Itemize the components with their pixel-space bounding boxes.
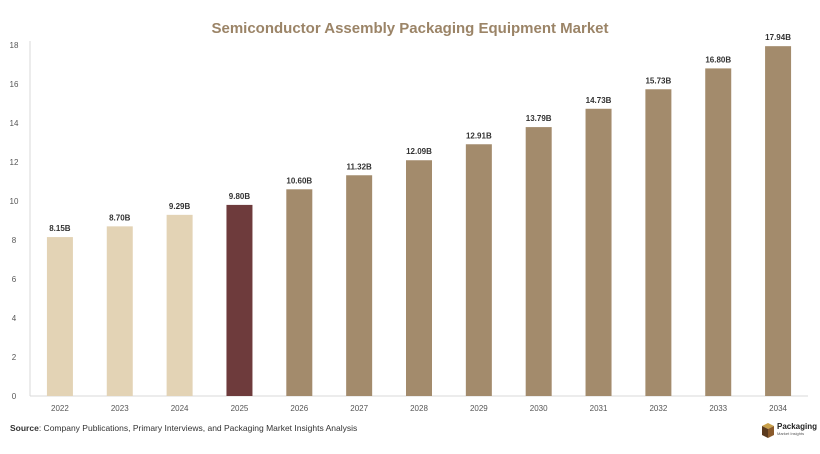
y-tick-label: 10 bbox=[10, 197, 19, 206]
y-tick-label: 0 bbox=[12, 392, 17, 401]
data-labels-group: 8.15B 8.70B 9.29B 9.80B 10.60B 11.32B 12.09B 12… bbox=[49, 33, 791, 233]
bar-2033 bbox=[705, 68, 732, 397]
source-note: Source: Company Publications, Primary In… bbox=[10, 423, 357, 433]
bar-2034 bbox=[765, 46, 792, 397]
y-tick-label: 8 bbox=[12, 236, 17, 245]
bar-2023 bbox=[106, 226, 133, 396]
brand-name: Packaging bbox=[777, 422, 818, 431]
bar-2030 bbox=[525, 127, 552, 396]
bar-2032 bbox=[645, 89, 672, 396]
bars-group bbox=[46, 46, 792, 397]
x-tick-label-2032: 2032 bbox=[649, 404, 667, 413]
x-tick-label-2023: 2023 bbox=[111, 404, 129, 413]
data-label-2022: 8.15B bbox=[49, 224, 71, 233]
x-tick-label-2025: 2025 bbox=[231, 404, 249, 413]
x-tick-label-2033: 2033 bbox=[709, 404, 727, 413]
x-tick-label-2031: 2031 bbox=[590, 404, 608, 413]
box-icon bbox=[762, 423, 774, 438]
x-tick-label-2026: 2026 bbox=[290, 404, 308, 413]
y-axis: 0 2 4 6 8 10 12 14 16 18 bbox=[10, 41, 31, 401]
bar-2026 bbox=[286, 189, 313, 396]
x-tick-label-2029: 2029 bbox=[470, 404, 488, 413]
x-tick-label-2027: 2027 bbox=[350, 404, 368, 413]
data-label-2032: 15.73B bbox=[645, 76, 671, 85]
bar-2024 bbox=[166, 214, 193, 396]
y-tick-label: 6 bbox=[12, 275, 17, 284]
x-tick-label-2034: 2034 bbox=[769, 404, 787, 413]
brand-tagline: Market Insights bbox=[777, 431, 805, 436]
data-label-2025: 9.80B bbox=[229, 192, 251, 201]
data-label-2031: 14.73B bbox=[586, 96, 612, 105]
data-label-2028: 12.09B bbox=[406, 147, 432, 156]
data-label-2027: 11.32B bbox=[346, 162, 372, 171]
y-tick-label: 2 bbox=[12, 353, 17, 362]
chart-title: Semiconductor Assembly Packaging Equipme… bbox=[211, 20, 609, 37]
source-text: : Company Publications, Primary Intervie… bbox=[38, 423, 358, 433]
x-tick-label-2022: 2022 bbox=[51, 404, 69, 413]
data-label-2024: 9.29B bbox=[169, 202, 191, 211]
x-tick-label-2028: 2028 bbox=[410, 404, 428, 413]
x-axis: 2022 2023 2024 2025 2026 2027 2028 2029 2030 2031… bbox=[30, 395, 808, 413]
bar-2031 bbox=[585, 108, 612, 396]
x-tick-label-2030: 2030 bbox=[530, 404, 548, 413]
data-label-2029: 12.91B bbox=[466, 131, 492, 140]
data-label-2023: 8.70B bbox=[109, 213, 131, 222]
data-label-2030: 13.79B bbox=[526, 114, 552, 123]
y-tick-label: 4 bbox=[12, 314, 17, 323]
bar-2029 bbox=[465, 144, 492, 396]
source-label: Source bbox=[10, 423, 39, 433]
bar-2027 bbox=[346, 175, 373, 396]
brand-logo: Packaging Market Insights bbox=[762, 422, 818, 440]
y-tick-label: 14 bbox=[10, 119, 19, 128]
y-tick-label: 12 bbox=[10, 158, 19, 167]
data-label-2034: 17.94B bbox=[765, 33, 791, 42]
y-tick-label: 18 bbox=[10, 41, 19, 50]
y-tick-label: 16 bbox=[10, 80, 19, 89]
data-label-2033: 16.80B bbox=[705, 55, 731, 64]
bar-2025 bbox=[226, 204, 253, 396]
data-label-2026: 10.60B bbox=[286, 176, 312, 185]
bar-2022 bbox=[46, 237, 73, 396]
x-tick-label-2024: 2024 bbox=[171, 404, 189, 413]
bar-2028 bbox=[406, 160, 432, 396]
